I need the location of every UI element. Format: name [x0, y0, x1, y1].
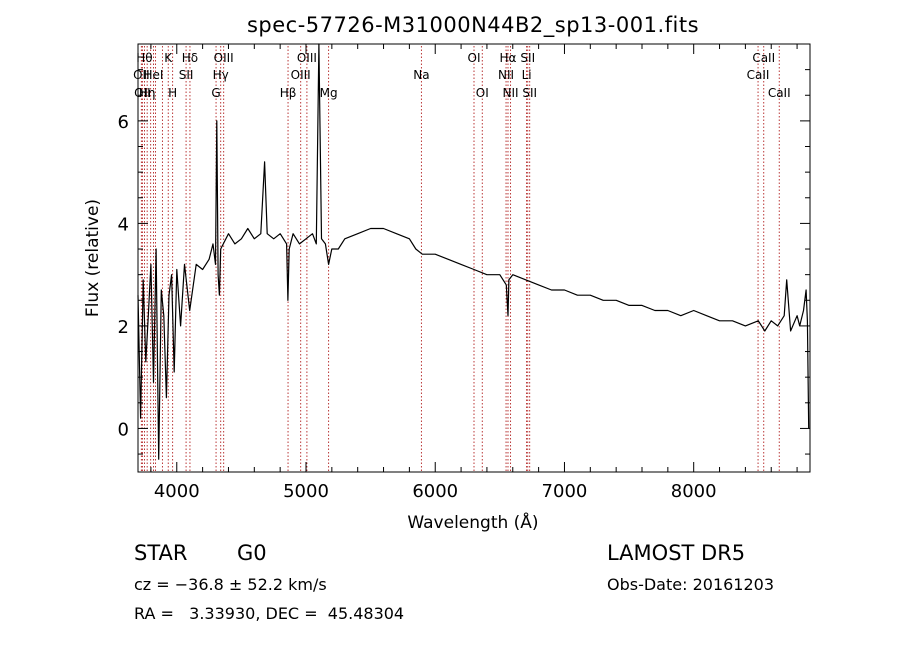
line-label-13: Hγ — [213, 68, 229, 82]
plot-frame — [137, 43, 811, 473]
y-tick-label: 0 — [118, 419, 129, 440]
line-label-8: K — [164, 51, 173, 65]
line-label-9: H — [168, 86, 177, 100]
line-label-20: OI — [468, 51, 481, 65]
y-tick-label: 6 — [118, 112, 129, 133]
line-label-26: SII — [520, 51, 535, 65]
y-axis-title: Flux (relative) — [83, 199, 103, 317]
x-tick-label: 8000 — [671, 481, 717, 502]
line-label-25: Li — [522, 68, 532, 82]
line-label-30: CaII — [768, 86, 791, 100]
line-label-22: NII — [498, 68, 514, 82]
line-label-15: Hβ — [280, 86, 297, 100]
line-label-28: CaII — [747, 68, 770, 82]
line-label-19: Na — [413, 68, 429, 82]
line-label-29: CaII — [752, 51, 775, 65]
x-tick-label: 6000 — [412, 481, 458, 502]
line-label-21: OI — [476, 86, 489, 100]
line-label-17: OIII — [297, 51, 317, 65]
x-axis-title: Wavelength (Å) — [407, 511, 538, 533]
object-class: STAR — [134, 541, 187, 565]
line-label-23: Hα — [500, 51, 517, 65]
observation-date: Obs-Date: 20161203 — [607, 575, 774, 594]
line-label-3: Hη — [139, 86, 156, 100]
x-tick-label: 4000 — [154, 481, 200, 502]
x-tick-labels: 4000 5000 6000 7000 8000 — [154, 481, 717, 502]
y-tick-label: 2 — [118, 317, 129, 338]
line-label-2: Hθ — [136, 51, 152, 65]
line-label-18: Mg — [320, 86, 338, 100]
y-tick-label: 4 — [118, 214, 129, 235]
line-label-0: OII — [133, 68, 150, 82]
coordinates-readout: RA = 3.33930, DEC = 45.48304 — [134, 604, 404, 623]
line-label-14: OIII — [214, 51, 234, 65]
axis-ticks — [138, 43, 810, 472]
chart-title: spec-57726-M31000N44B2_sp13-001.fits — [247, 13, 699, 38]
spectral-line-labels: OIIOIIHθHηHeIKHSIIHδGHγOIIIHβOIIIOIIIMgN… — [133, 51, 791, 100]
x-tick-label: 7000 — [542, 481, 588, 502]
redshift-readout: cz = −36.8 ± 52.2 km/s — [134, 575, 327, 594]
line-label-16: OIII — [291, 68, 311, 82]
survey-name: LAMOST DR5 — [607, 541, 745, 565]
line-label-10: SII — [179, 68, 194, 82]
y-tick-labels: 0 2 4 6 — [118, 112, 129, 441]
spectrum-info: STAR G0 cz = −36.8 ± 52.2 km/s RA = 3.33… — [134, 541, 774, 623]
x-tick-label: 5000 — [283, 481, 329, 502]
object-subclass: G0 — [237, 541, 267, 565]
line-label-11: Hδ — [182, 51, 198, 65]
spectrum-series — [137, 43, 810, 460]
spectrum-line — [137, 43, 810, 460]
spectral-line-markers — [140, 46, 780, 471]
line-label-5: HeI — [144, 68, 164, 82]
line-label-27: SII — [522, 86, 537, 100]
line-label-12: G — [211, 86, 220, 100]
line-label-24: NII — [503, 86, 519, 100]
